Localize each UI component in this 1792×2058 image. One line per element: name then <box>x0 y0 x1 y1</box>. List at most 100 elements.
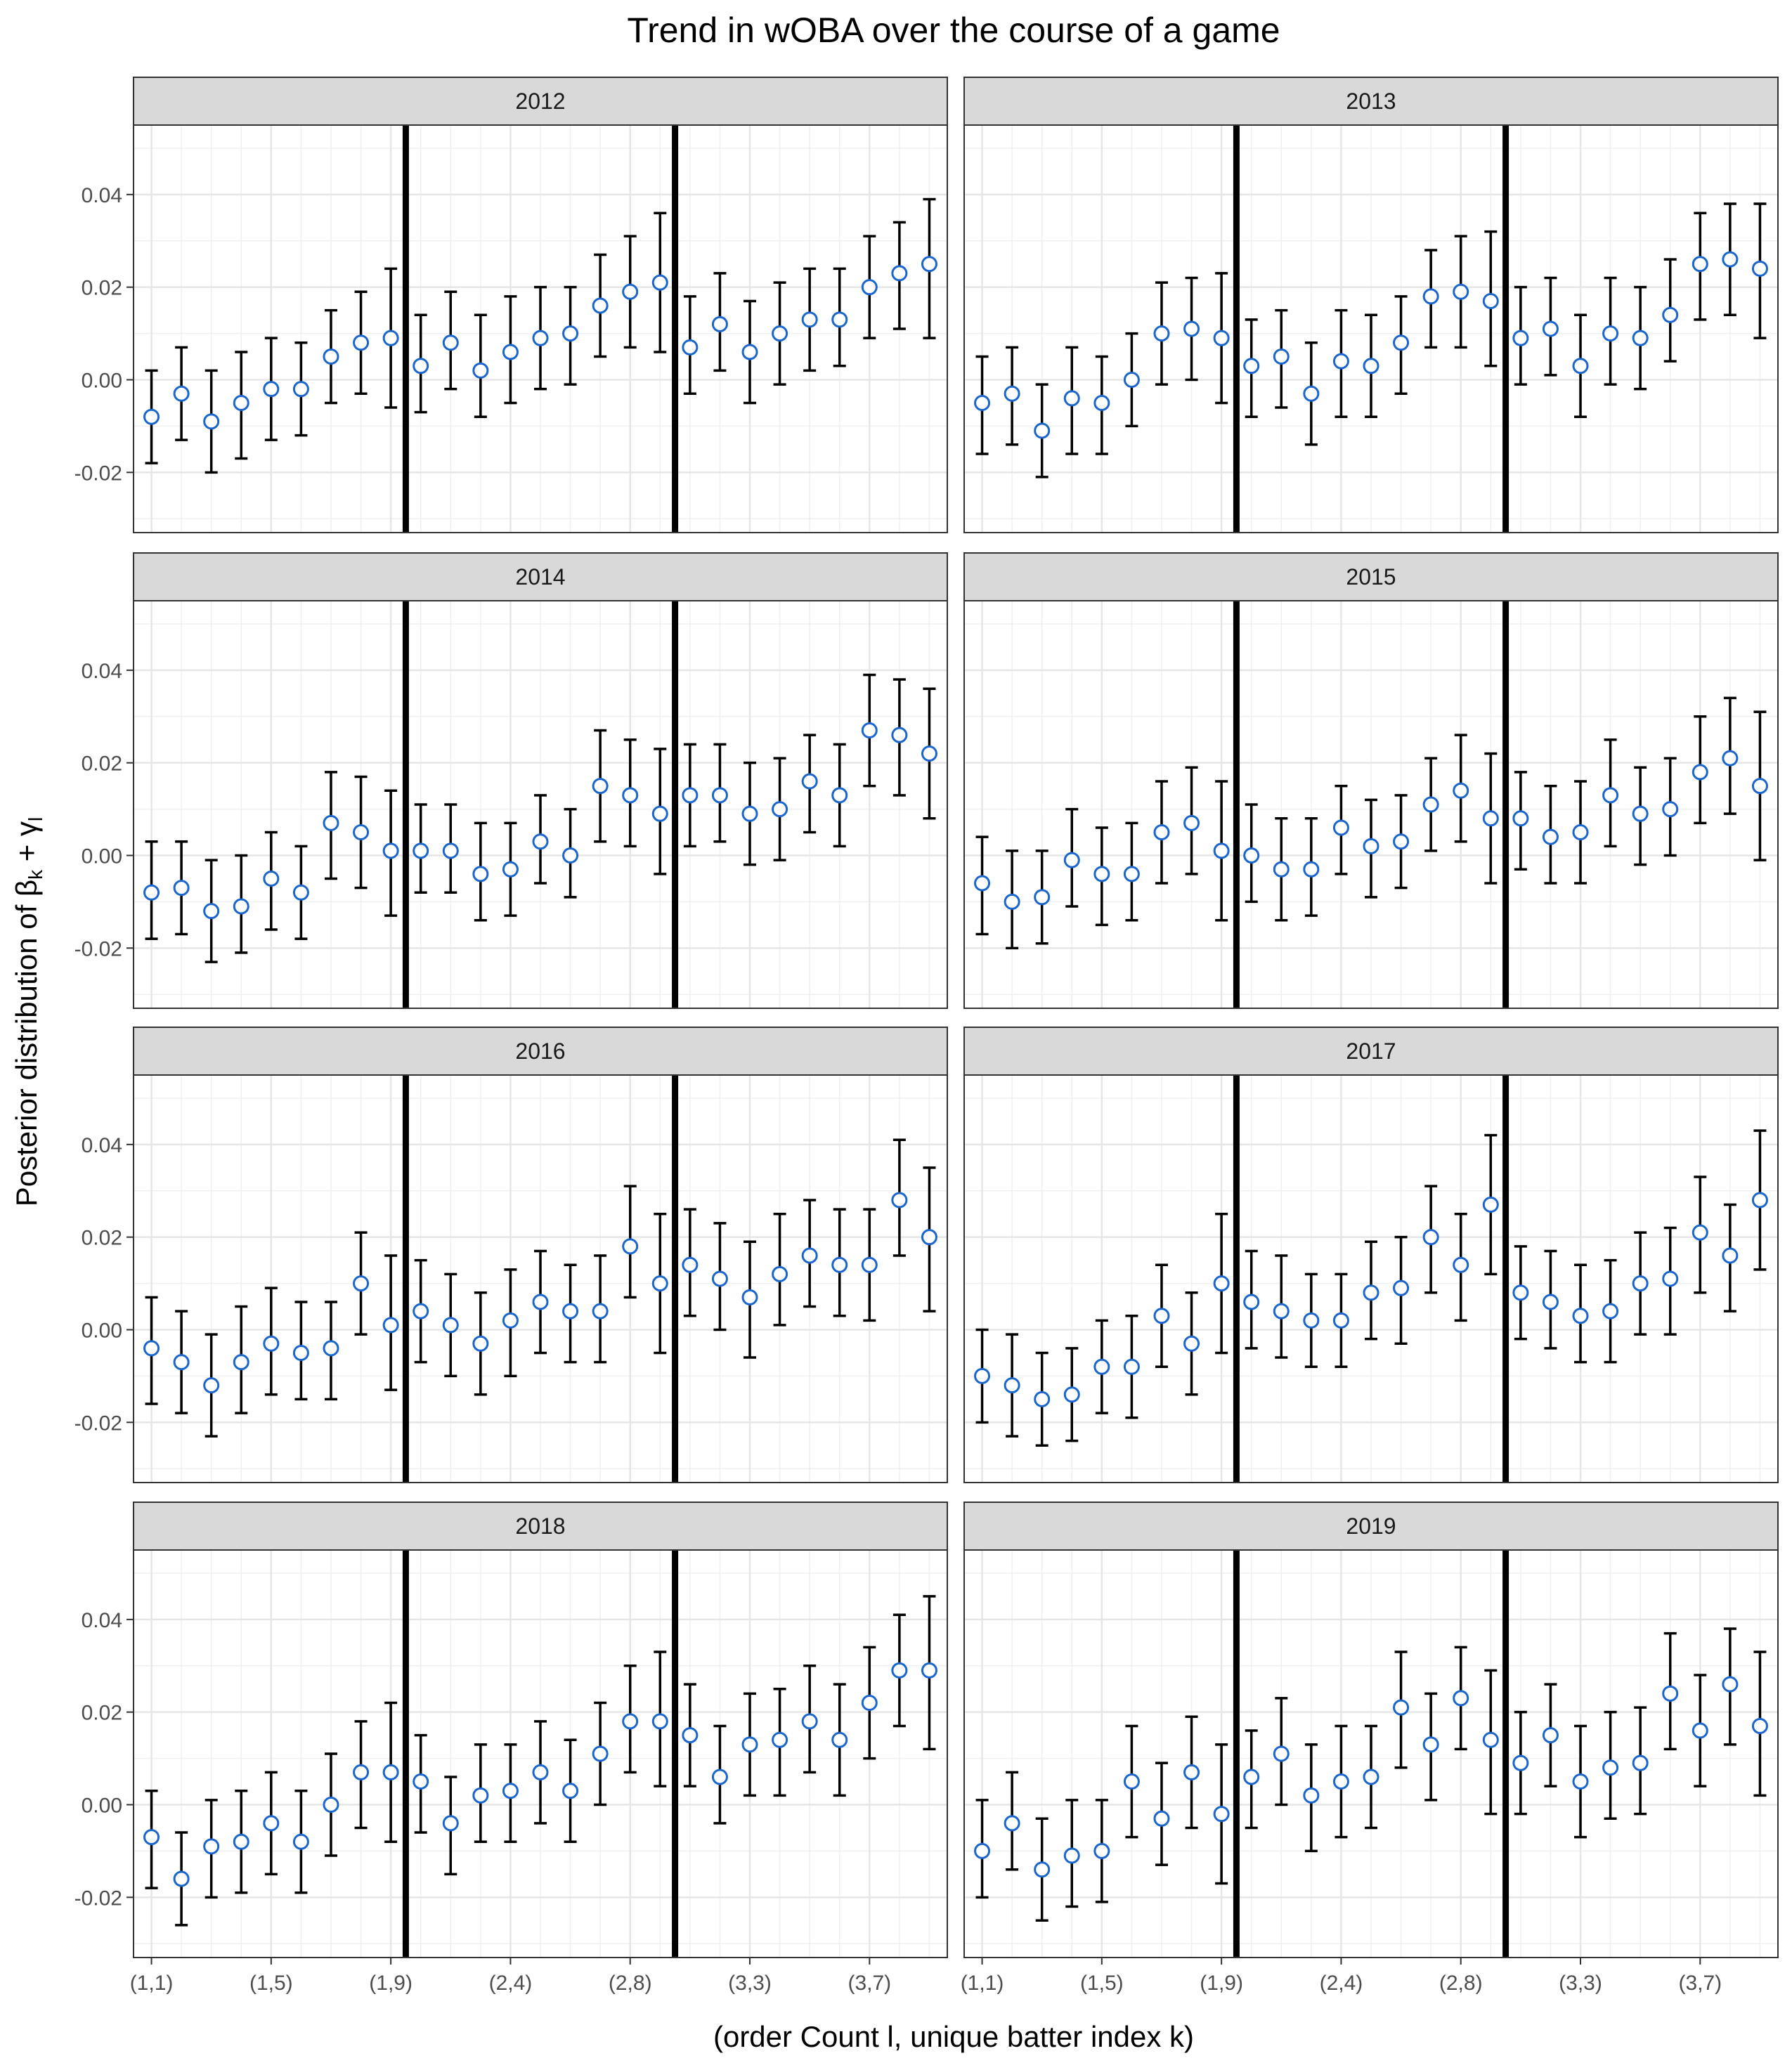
data-point <box>502 861 519 878</box>
data-point <box>651 1713 668 1730</box>
data-point <box>292 1833 309 1850</box>
data-point <box>1722 1247 1739 1264</box>
data-point <box>1393 1699 1410 1716</box>
data-point <box>292 1344 309 1361</box>
data-point <box>323 349 339 365</box>
panel-strip <box>133 77 948 126</box>
panel-border <box>963 1549 1779 1958</box>
data-point <box>592 778 609 795</box>
data-point <box>1034 422 1051 439</box>
data-point <box>1453 283 1469 300</box>
panel-2012: 2012 -0.02 0.00 0.02 0.04 <box>74 77 948 533</box>
data-point <box>1004 1377 1020 1394</box>
data-point <box>1273 349 1290 365</box>
x-tick-label: (1,9) <box>1200 1972 1243 1995</box>
data-point <box>1183 320 1200 337</box>
y-tick-label: 0.00 <box>82 1795 122 1818</box>
y-tick-label: 0.04 <box>82 1609 122 1632</box>
data-point <box>1243 847 1260 864</box>
data-point <box>1542 320 1559 337</box>
x-tick-label: (2,4) <box>489 1972 533 1995</box>
data-point <box>1751 778 1768 795</box>
data-point <box>1482 1197 1499 1213</box>
data-point <box>1722 750 1739 767</box>
data-point <box>1213 842 1230 859</box>
data-point <box>1332 353 1349 370</box>
data-point <box>711 787 728 804</box>
data-point <box>1572 1773 1589 1790</box>
data-point <box>711 1769 728 1785</box>
data-point <box>1692 764 1708 781</box>
data-point <box>974 394 991 411</box>
x-axis-title: (order Count l, unique batter index k) <box>713 2020 1194 2053</box>
data-point <box>622 787 639 804</box>
y-tick-label: 0.04 <box>82 660 122 683</box>
data-point <box>831 787 848 804</box>
y-axis-title-beta-sub: k <box>25 869 46 880</box>
data-point <box>1482 292 1499 309</box>
data-point <box>1453 1690 1469 1707</box>
data-point <box>921 1229 937 1246</box>
data-point <box>233 394 249 411</box>
data-point <box>233 1833 249 1850</box>
panel-strip-label: 2012 <box>515 89 565 114</box>
panels-group: 2012 -0.02 0.00 0.02 0.04 2013 2014 -0.02 0.00 0.… <box>74 77 1779 1995</box>
data-point <box>1363 1284 1379 1301</box>
data-point <box>1482 810 1499 827</box>
data-point <box>1393 1279 1410 1296</box>
data-point <box>143 884 160 901</box>
data-point <box>921 1662 937 1679</box>
data-point <box>562 325 579 342</box>
data-point <box>442 1815 459 1832</box>
y-tick-label: 0.00 <box>82 370 122 393</box>
data-point <box>891 265 908 282</box>
panel-border <box>133 600 948 1009</box>
data-point <box>891 727 908 743</box>
y-tick-label: 0.04 <box>82 184 122 207</box>
panel-strip <box>963 1027 1779 1076</box>
data-point <box>1034 1861 1051 1878</box>
data-point <box>1123 372 1140 388</box>
data-point <box>413 358 429 375</box>
data-point <box>861 722 878 739</box>
data-point <box>711 1270 728 1287</box>
data-point <box>801 311 818 328</box>
data-point <box>323 1340 339 1357</box>
y-tick-label: 0.02 <box>82 1702 122 1725</box>
data-point <box>1093 866 1110 883</box>
panel-2015: 2015 <box>963 552 1779 1009</box>
data-point <box>1063 390 1080 407</box>
data-point <box>1512 1754 1529 1771</box>
data-point <box>353 1764 370 1780</box>
data-point <box>1453 782 1469 799</box>
panel-strip-label: 2016 <box>515 1038 565 1064</box>
data-point <box>532 1294 549 1310</box>
data-point <box>203 413 220 430</box>
y-axis-title-beta: β <box>10 880 43 897</box>
data-point <box>1063 1847 1080 1864</box>
panel-2018: 2018 -0.02 0.00 0.02 0.04 (1,1) (1,5) (1,9) (2,4… <box>74 1502 948 1995</box>
data-point <box>1213 330 1230 346</box>
data-point <box>1572 1308 1589 1324</box>
data-point <box>974 1367 991 1384</box>
data-point <box>1303 385 1320 402</box>
data-point <box>801 773 818 790</box>
data-point <box>1363 1769 1379 1785</box>
panel-strip-label: 2015 <box>1346 564 1396 590</box>
data-point <box>532 330 549 346</box>
data-point <box>472 1787 489 1804</box>
data-point <box>353 334 370 351</box>
data-point <box>1722 1676 1739 1693</box>
data-point <box>831 1731 848 1748</box>
data-point <box>472 1335 489 1352</box>
data-point <box>1572 824 1589 841</box>
data-point <box>801 1713 818 1730</box>
y-axis-title-prefix: Posterior distribution of <box>10 897 43 1206</box>
panel-2013: 2013 <box>963 77 1779 533</box>
data-point <box>741 1289 758 1305</box>
x-tick-label: (3,7) <box>1678 1972 1722 1995</box>
data-point <box>1213 1275 1230 1292</box>
y-tick-label: -0.02 <box>74 462 122 485</box>
data-point <box>323 1797 339 1813</box>
y-tick-label: 0.00 <box>82 1320 122 1343</box>
